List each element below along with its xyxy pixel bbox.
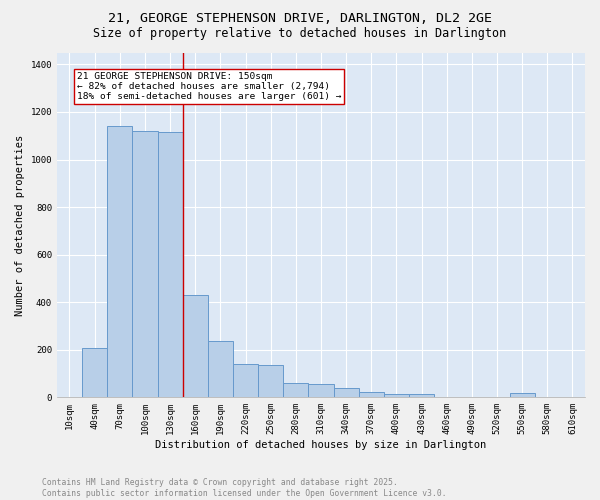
Bar: [384, 394, 409, 398]
Bar: [308, 384, 334, 398]
Text: Contains HM Land Registry data © Crown copyright and database right 2025.
Contai: Contains HM Land Registry data © Crown c…: [42, 478, 446, 498]
Bar: [233, 364, 258, 398]
Text: 21 GEORGE STEPHENSON DRIVE: 150sqm
← 82% of detached houses are smaller (2,794)
: 21 GEORGE STEPHENSON DRIVE: 150sqm ← 82%…: [77, 72, 341, 102]
Bar: [334, 388, 359, 398]
Text: 21, GEORGE STEPHENSON DRIVE, DARLINGTON, DL2 2GE: 21, GEORGE STEPHENSON DRIVE, DARLINGTON,…: [108, 12, 492, 26]
Bar: [509, 394, 535, 398]
Text: Size of property relative to detached houses in Darlington: Size of property relative to detached ho…: [94, 28, 506, 40]
Bar: [133, 131, 158, 398]
Bar: [258, 365, 283, 398]
Y-axis label: Number of detached properties: Number of detached properties: [15, 134, 25, 316]
Bar: [208, 342, 233, 398]
Bar: [283, 383, 308, 398]
Bar: [82, 348, 107, 398]
Bar: [359, 392, 384, 398]
Bar: [158, 132, 182, 398]
Bar: [107, 126, 133, 398]
Bar: [409, 394, 434, 398]
X-axis label: Distribution of detached houses by size in Darlington: Distribution of detached houses by size …: [155, 440, 487, 450]
Bar: [182, 295, 208, 398]
